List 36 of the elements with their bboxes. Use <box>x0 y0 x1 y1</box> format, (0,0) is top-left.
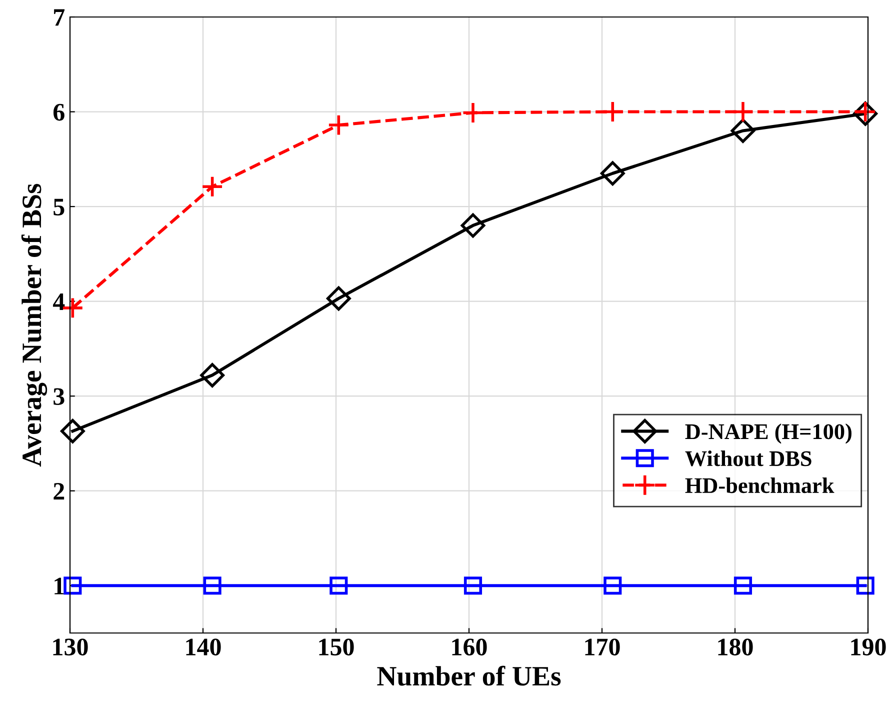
x-axis-title: Number of UEs <box>377 666 561 686</box>
point <box>203 576 222 595</box>
point <box>326 286 351 311</box>
y-tick-label: 7 <box>54 9 65 26</box>
point <box>201 176 224 198</box>
point <box>464 576 482 595</box>
x-tick-label: 130 <box>53 638 88 656</box>
y-tick-label: 4 <box>52 294 65 310</box>
legend-label: D-NAPE (H=100) <box>685 424 852 444</box>
legend-label: Without DBS <box>685 450 812 466</box>
point <box>734 576 752 595</box>
point <box>732 100 754 123</box>
point <box>604 576 622 595</box>
point <box>60 418 85 444</box>
x-tick-label: 150 <box>319 638 354 656</box>
point <box>602 100 624 123</box>
point <box>600 161 625 186</box>
y-axis-title: Average Number of BSs <box>21 184 48 467</box>
x-tick-label: 180 <box>718 638 753 656</box>
x-tick-label: 160 <box>452 638 487 656</box>
y-tick-label: 5 <box>54 198 64 216</box>
point <box>330 576 348 595</box>
point <box>64 576 82 595</box>
x-tick-label: 170 <box>585 638 620 656</box>
point <box>328 114 350 136</box>
y-tick-label: 2 <box>54 482 64 500</box>
point <box>856 576 874 595</box>
point <box>460 213 486 238</box>
x-tick-label: 190 <box>851 638 886 656</box>
x-tick-label: 140 <box>186 638 221 656</box>
legend-label: HD-benchmark <box>685 477 834 494</box>
point <box>730 118 756 143</box>
point <box>200 363 225 388</box>
y-tick-label: 6 <box>53 104 64 121</box>
y-tick-label: 3 <box>54 388 64 405</box>
point <box>462 102 484 124</box>
